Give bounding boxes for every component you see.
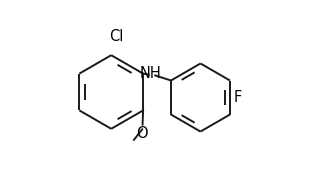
Text: Cl: Cl bbox=[109, 29, 124, 44]
Text: NH: NH bbox=[139, 66, 161, 81]
Text: O: O bbox=[136, 126, 148, 141]
Text: F: F bbox=[233, 90, 242, 105]
